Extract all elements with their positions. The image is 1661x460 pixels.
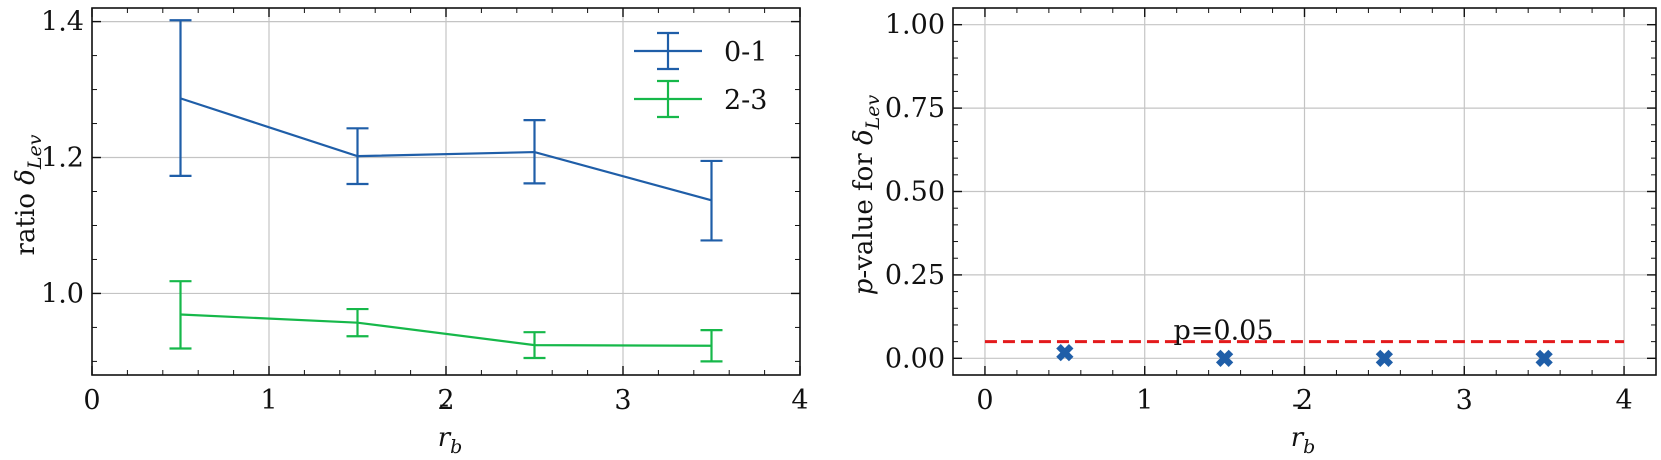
x-tick-label: 1 xyxy=(1136,385,1153,416)
data-point xyxy=(1056,344,1074,362)
y-tick-label: 1.0 xyxy=(41,278,84,309)
right-plot-area: p=0.05 xyxy=(984,316,1625,367)
x-tick-label: 0 xyxy=(83,385,100,416)
right-x-axis-label-bar: ¯ xyxy=(1291,401,1304,431)
y-tick-label: 1.00 xyxy=(885,10,945,41)
x-tick-label: 1 xyxy=(260,385,277,416)
marker-bar-v xyxy=(1056,344,1074,362)
legend-label-2-3: 2-3 xyxy=(724,85,767,116)
data-point xyxy=(1375,349,1394,367)
x-tick-label: 4 xyxy=(791,385,808,416)
marker-bar-v xyxy=(1215,349,1234,367)
left-x-axis-label-bar: ¯ xyxy=(438,401,451,431)
left-grid xyxy=(91,8,801,375)
right-x-axis-label: rb xyxy=(1291,423,1316,458)
right-ticks: 0 1 2 3 4 0.00 0.25 0.50 0.75 1.00 xyxy=(885,8,1656,416)
left-plot-area xyxy=(169,19,723,363)
x-tick-label: 4 xyxy=(1615,385,1632,416)
x-tick-label: 3 xyxy=(1456,385,1473,416)
right-grid xyxy=(953,8,1656,375)
y-tick-label: 0.75 xyxy=(885,93,945,124)
marker-bar-v xyxy=(1535,349,1553,367)
x-tick-label: 0 xyxy=(976,385,993,416)
right-panel: p=0.05 0 1 2 3 4 0.00 0.25 0.50 0.75 1.00 rb ¯ p-… xyxy=(849,7,1657,458)
series-line-2-3 xyxy=(180,313,712,347)
x-tick-label: 2 xyxy=(1296,385,1313,416)
y-tick-label: 0.00 xyxy=(885,343,945,374)
y-tick-label: 1.4 xyxy=(41,7,84,38)
threshold-label: p=0.05 xyxy=(1173,316,1273,347)
left-x-axis-label: rb xyxy=(438,423,463,458)
marker-bar-v xyxy=(1375,349,1394,367)
left-panel: 0 1 2 3 4 1.0 1.2 1.4 0-1 2-3 rb ¯ ratio δLev xyxy=(11,7,809,458)
x-tick-label: 3 xyxy=(614,385,631,416)
legend-label-0-1: 0-1 xyxy=(724,37,767,68)
data-point xyxy=(1215,349,1234,367)
y-tick-label: 0.50 xyxy=(885,177,945,208)
y-tick-label: 1.2 xyxy=(41,143,84,174)
series-line-0-1 xyxy=(180,97,712,202)
data-point xyxy=(1535,349,1553,367)
right-y-axis-label: p-value for δLev xyxy=(849,94,884,295)
left-legend: 0-1 2-3 xyxy=(634,31,767,119)
x-tick-label: 2 xyxy=(437,385,454,416)
y-tick-label: 0.25 xyxy=(885,260,945,291)
left-y-axis-label: ratio δLev xyxy=(11,134,46,255)
left-ticks: 0 1 2 3 4 1.0 1.2 1.4 xyxy=(41,7,809,416)
